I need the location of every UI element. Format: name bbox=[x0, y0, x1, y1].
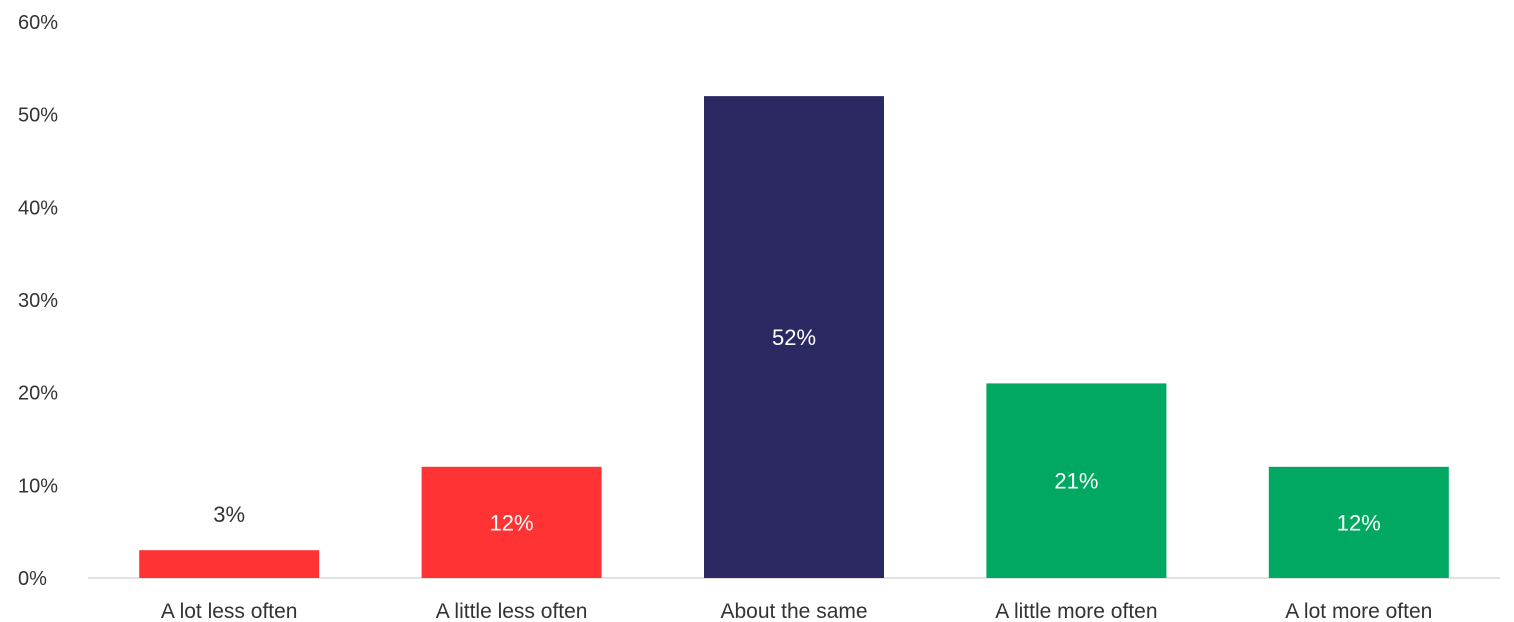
data-labels: 3% 12% 52% 21% 12% bbox=[213, 325, 1381, 535]
bar bbox=[421, 466, 602, 578]
bar-value-label: 52% bbox=[772, 325, 816, 350]
x-category-label: A little less often bbox=[436, 600, 588, 622]
y-tick-label: 40% bbox=[18, 197, 58, 219]
bars bbox=[139, 96, 1449, 578]
y-tick-label: 60% bbox=[18, 12, 58, 34]
y-tick-label: 10% bbox=[18, 475, 58, 497]
y-axis: 0% 10% 20% 30% 40% 50% 60% bbox=[18, 12, 58, 590]
bar bbox=[704, 96, 884, 578]
bar bbox=[986, 383, 1167, 578]
x-axis-categories: A lot less often A little less often About… bbox=[161, 600, 1432, 622]
x-category-label: A little more often bbox=[995, 600, 1157, 622]
bar bbox=[1268, 466, 1449, 578]
y-tick-label: 0% bbox=[18, 568, 47, 590]
bar bbox=[139, 550, 320, 578]
y-tick-label: 20% bbox=[18, 383, 58, 405]
bar-value-label: 3% bbox=[213, 502, 245, 527]
x-category-label: A lot less often bbox=[161, 600, 298, 622]
y-tick-label: 50% bbox=[18, 105, 58, 127]
y-tick-label: 30% bbox=[18, 290, 58, 312]
x-category-label: About the same bbox=[720, 600, 867, 622]
bar-value-label: 21% bbox=[1054, 469, 1098, 494]
bar-value-label: 12% bbox=[1337, 510, 1381, 535]
x-category-label: A lot more often bbox=[1285, 600, 1432, 622]
bar-value-label: 12% bbox=[490, 510, 534, 535]
